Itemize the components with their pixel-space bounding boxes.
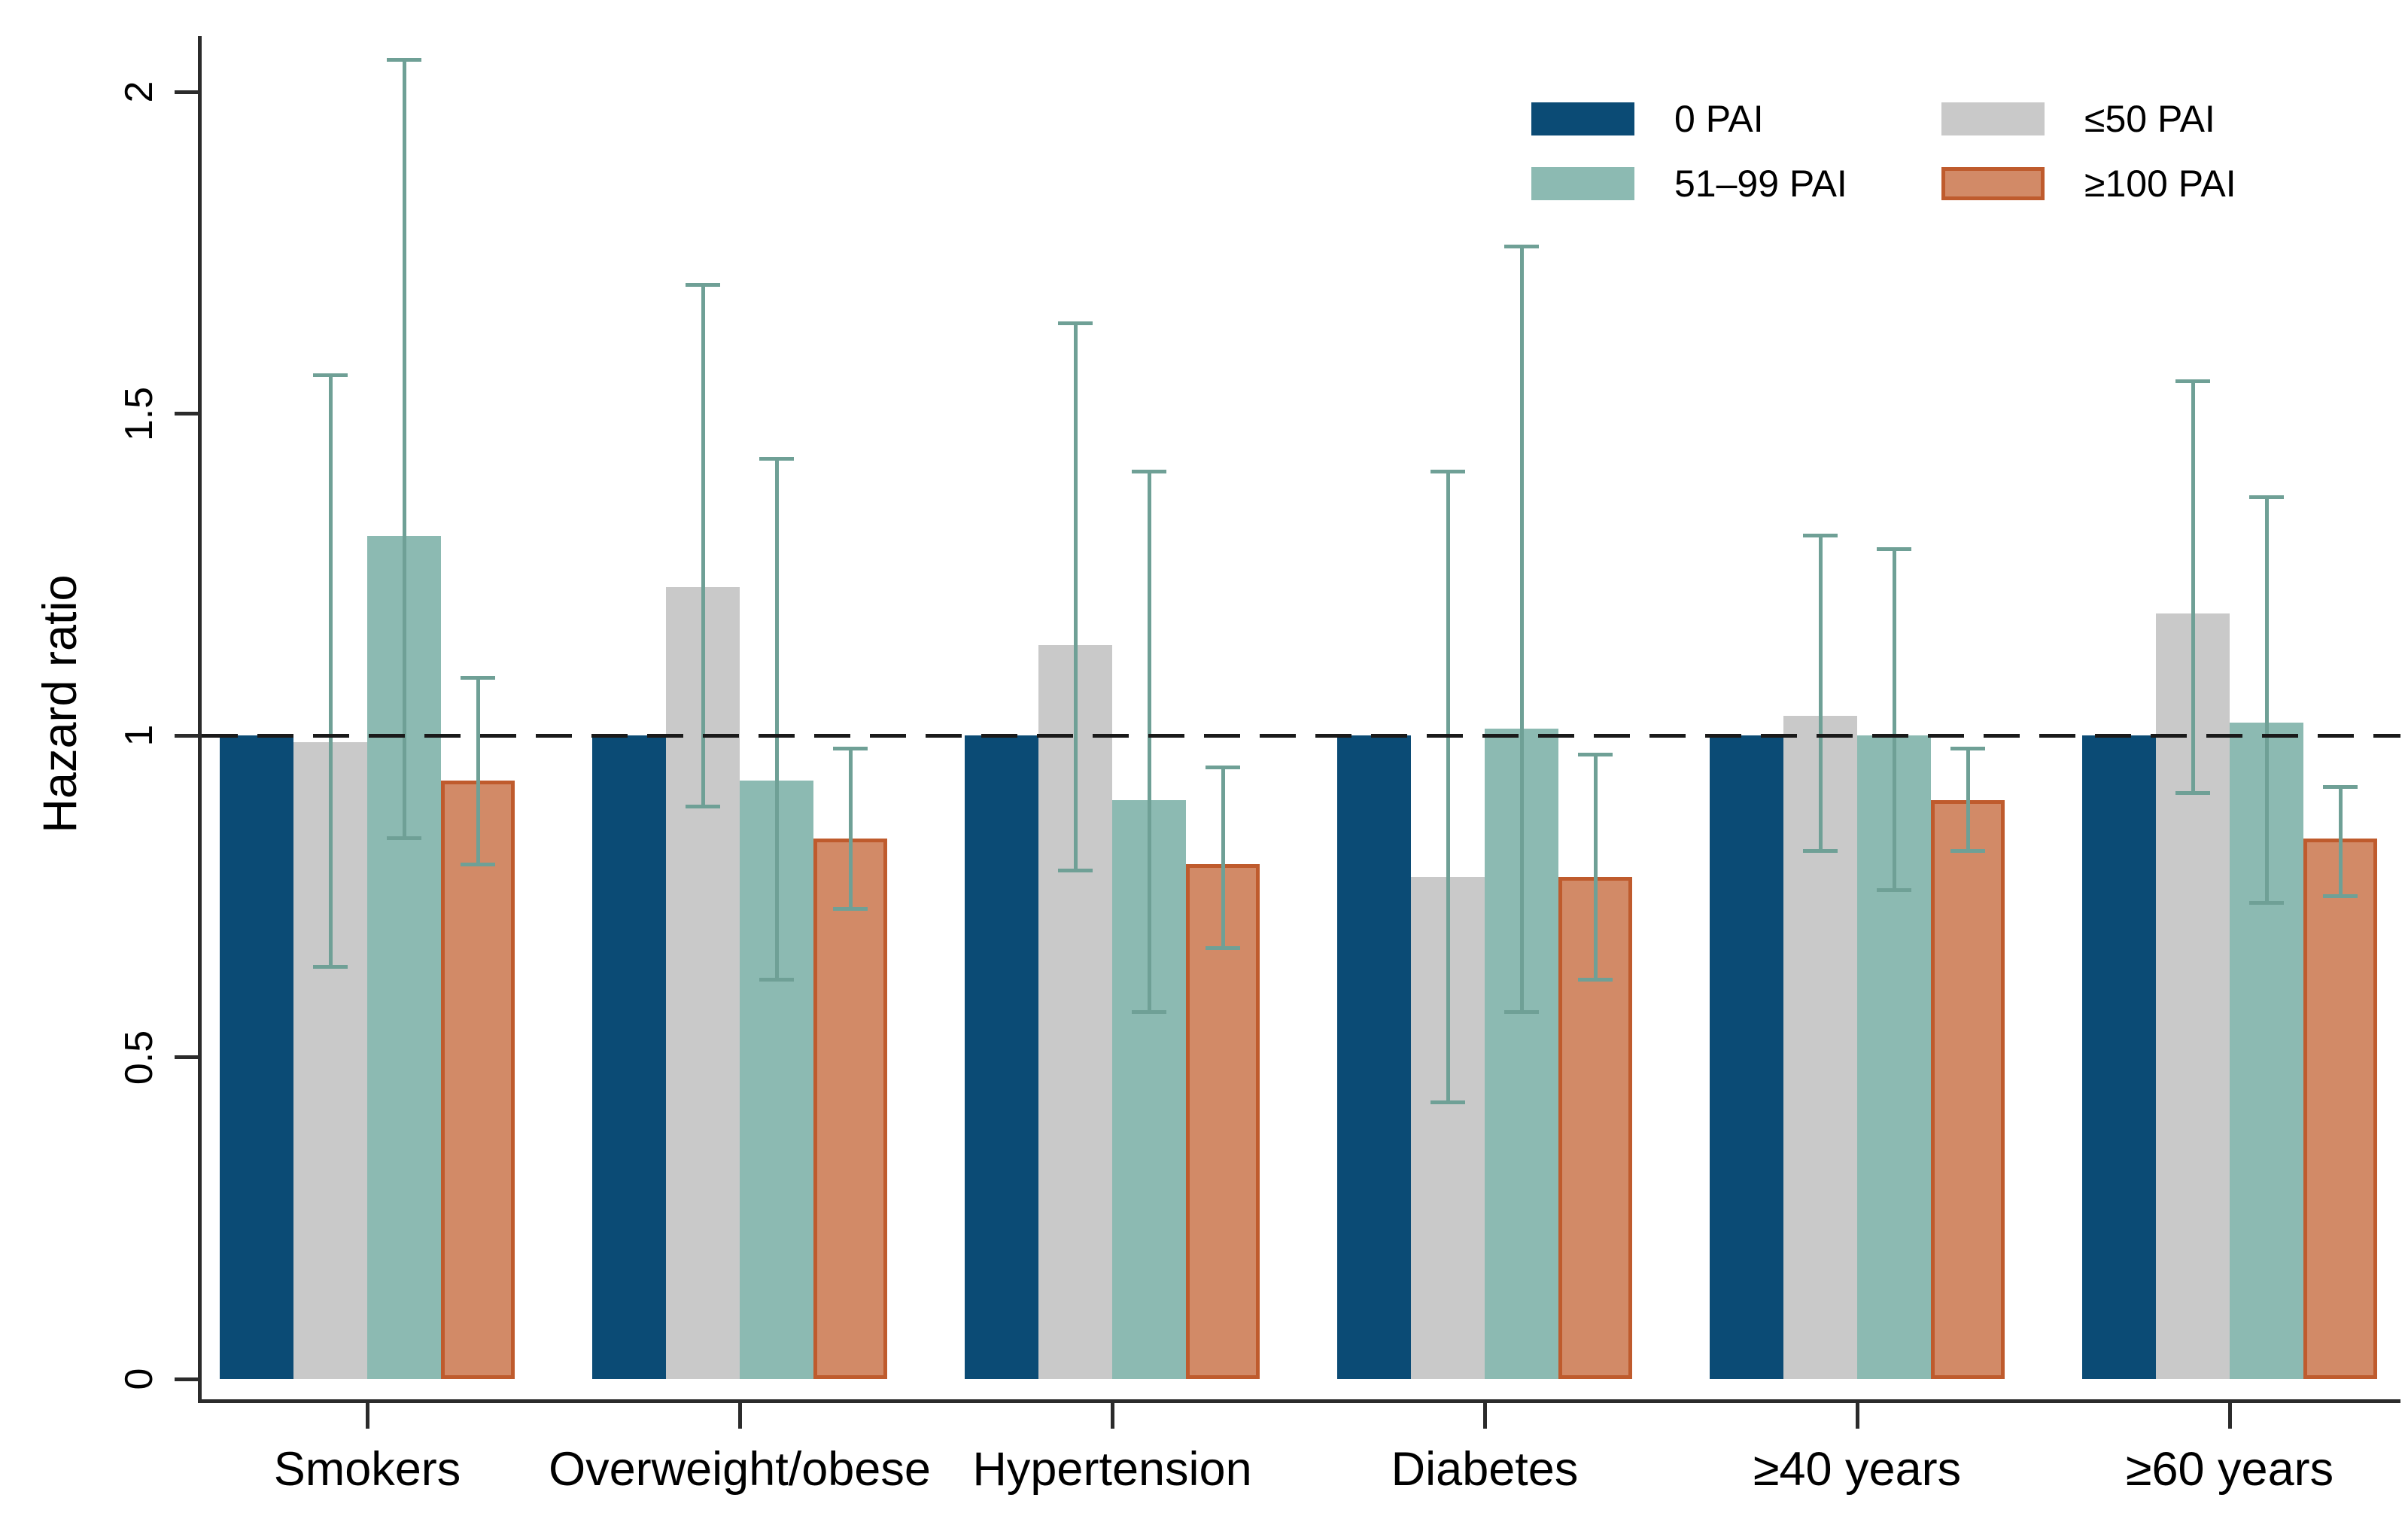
bar-smokers-0-pai: [220, 735, 293, 1379]
error-bar-40-years-51-99-pai-top-cap: [1877, 546, 1911, 551]
category-label-smokers: Smokers: [273, 1443, 461, 1496]
y-tick: [175, 90, 199, 94]
y-tick: [175, 412, 199, 416]
error-bar-smokers-51-99-pai: [402, 59, 406, 839]
error-bar-overweight-obese-50-pai-bottom-cap: [686, 804, 720, 808]
error-bar-60-years-100-pai: [2338, 787, 2343, 896]
error-bar-smokers-51-99-pai-bottom-cap: [387, 836, 421, 841]
legend-label-50-pai: ≤50 PAI: [2084, 98, 2215, 140]
category-tick: [2227, 1402, 2232, 1429]
y-tick-label: 1.5: [117, 386, 161, 441]
error-bar-60-years-50-pai-bottom-cap: [2175, 791, 2210, 796]
bar-smokers-100-pai: [441, 780, 515, 1379]
error-bar-hypertension-50-pai: [1073, 323, 1078, 871]
error-bar-40-years-51-99-pai-bottom-cap: [1877, 887, 1911, 892]
y-tick-label: 0.5: [117, 1030, 161, 1085]
error-bar-hypertension-50-pai-top-cap: [1058, 321, 1093, 326]
error-bar-diabetes-51-99-pai: [1519, 246, 1524, 1012]
bar-overweight-obese-100-pai: [813, 838, 887, 1379]
error-bar-diabetes-50-pai-top-cap: [1431, 469, 1465, 473]
error-bar-diabetes-100-pai-top-cap: [1578, 753, 1613, 757]
legend-label-51-99-pai: 51–99 PAI: [1674, 163, 1847, 205]
error-bar-hypertension-51-99-pai: [1147, 471, 1151, 1012]
error-bar-40-years-100-pai-top-cap: [1950, 746, 1985, 750]
error-bar-overweight-obese-50-pai: [701, 285, 705, 807]
error-bar-60-years-51-99-pai-top-cap: [2249, 495, 2284, 500]
legend-swatch-51-99-pai: [1531, 167, 1634, 200]
y-tick-label: 0: [117, 1368, 161, 1390]
category-label-diabetes: Diabetes: [1391, 1443, 1579, 1496]
error-bar-overweight-obese-100-pai: [848, 748, 853, 909]
error-bar-hypertension-50-pai-bottom-cap: [1058, 869, 1093, 873]
error-bar-diabetes-100-pai-bottom-cap: [1578, 978, 1613, 982]
category-label-hypertension: Hypertension: [972, 1443, 1252, 1496]
error-bar-smokers-50-pai: [328, 375, 333, 967]
error-bar-overweight-obese-50-pai-top-cap: [686, 283, 720, 287]
error-bar-40-years-50-pai-top-cap: [1803, 534, 1838, 538]
legend-swatch-0-pai: [1531, 102, 1634, 135]
error-bar-40-years-50-pai-bottom-cap: [1803, 849, 1838, 854]
error-bar-60-years-51-99-pai: [2264, 497, 2269, 903]
legend-swatch-100-pai: [1941, 167, 2045, 200]
bar-40-years-0-pai: [1710, 735, 1783, 1379]
x-axis-line: [198, 1399, 2400, 1403]
bar-60-years-0-pai: [2082, 735, 2156, 1379]
bar-40-years-100-pai: [1931, 799, 2005, 1379]
category-label-overweight-obese: Overweight/obese: [549, 1443, 931, 1496]
error-bar-40-years-50-pai: [1818, 535, 1823, 851]
error-bar-overweight-obese-51-99-pai-bottom-cap: [759, 978, 794, 982]
error-bar-40-years-100-pai-bottom-cap: [1950, 849, 1985, 854]
bar-60-years-100-pai: [2303, 838, 2377, 1379]
error-bar-diabetes-51-99-pai-top-cap: [1504, 244, 1539, 248]
error-bar-hypertension-51-99-pai-top-cap: [1132, 469, 1166, 473]
category-tick: [1482, 1402, 1487, 1429]
error-bar-smokers-51-99-pai-top-cap: [387, 57, 421, 62]
y-tick: [175, 1055, 199, 1059]
error-bar-60-years-100-pai-top-cap: [2323, 784, 2358, 789]
category-label-40-years: ≥40 years: [1753, 1443, 1962, 1496]
error-bar-60-years-100-pai-bottom-cap: [2323, 894, 2358, 899]
error-bar-hypertension-100-pai-top-cap: [1206, 766, 1240, 770]
error-bar-40-years-100-pai: [1966, 748, 1970, 851]
reference-line-hr-1: [202, 733, 2400, 738]
error-bar-overweight-obese-51-99-pai-top-cap: [759, 456, 794, 461]
y-tick: [175, 733, 199, 738]
error-bar-60-years-50-pai: [2191, 381, 2195, 793]
error-bar-smokers-50-pai-bottom-cap: [313, 965, 348, 970]
bar-diabetes-0-pai: [1337, 735, 1411, 1379]
legend-label-100-pai: ≥100 PAI: [2084, 163, 2236, 205]
error-bar-overweight-obese-100-pai-top-cap: [833, 746, 868, 750]
error-bar-diabetes-51-99-pai-bottom-cap: [1504, 1010, 1539, 1015]
category-tick: [737, 1402, 742, 1429]
category-label-60-years: ≥60 years: [2125, 1443, 2334, 1496]
error-bar-diabetes-50-pai-bottom-cap: [1431, 1100, 1465, 1104]
y-axis-title: Hazard ratio: [34, 574, 87, 833]
error-bar-40-years-51-99-pai: [1892, 549, 1896, 890]
error-bar-smokers-100-pai: [476, 677, 480, 864]
category-tick: [1110, 1402, 1114, 1429]
error-bar-overweight-obese-51-99-pai: [774, 458, 779, 980]
error-bar-60-years-51-99-pai-bottom-cap: [2249, 900, 2284, 905]
y-tick: [175, 1377, 199, 1381]
error-bar-hypertension-51-99-pai-bottom-cap: [1132, 1010, 1166, 1015]
category-tick: [1855, 1402, 1859, 1429]
error-bar-smokers-50-pai-top-cap: [313, 373, 348, 377]
error-bar-overweight-obese-100-pai-bottom-cap: [833, 907, 868, 912]
error-bar-hypertension-100-pai-bottom-cap: [1206, 945, 1240, 950]
bar-overweight-obese-0-pai: [592, 735, 666, 1379]
error-bar-smokers-100-pai-bottom-cap: [461, 862, 495, 866]
error-bar-hypertension-100-pai: [1221, 767, 1225, 948]
error-bar-60-years-50-pai-top-cap: [2175, 379, 2210, 384]
error-bar-diabetes-50-pai: [1446, 471, 1450, 1103]
legend-swatch-50-pai: [1941, 102, 2045, 135]
bar-hypertension-0-pai: [965, 735, 1038, 1379]
y-axis-line: [198, 36, 202, 1399]
error-bar-diabetes-100-pai: [1593, 754, 1598, 980]
category-tick: [365, 1402, 369, 1429]
y-tick-label: 1: [117, 724, 161, 747]
y-tick-label: 2: [117, 81, 161, 103]
error-bar-smokers-100-pai-top-cap: [461, 675, 495, 680]
legend-label-0-pai: 0 PAI: [1674, 98, 1764, 140]
